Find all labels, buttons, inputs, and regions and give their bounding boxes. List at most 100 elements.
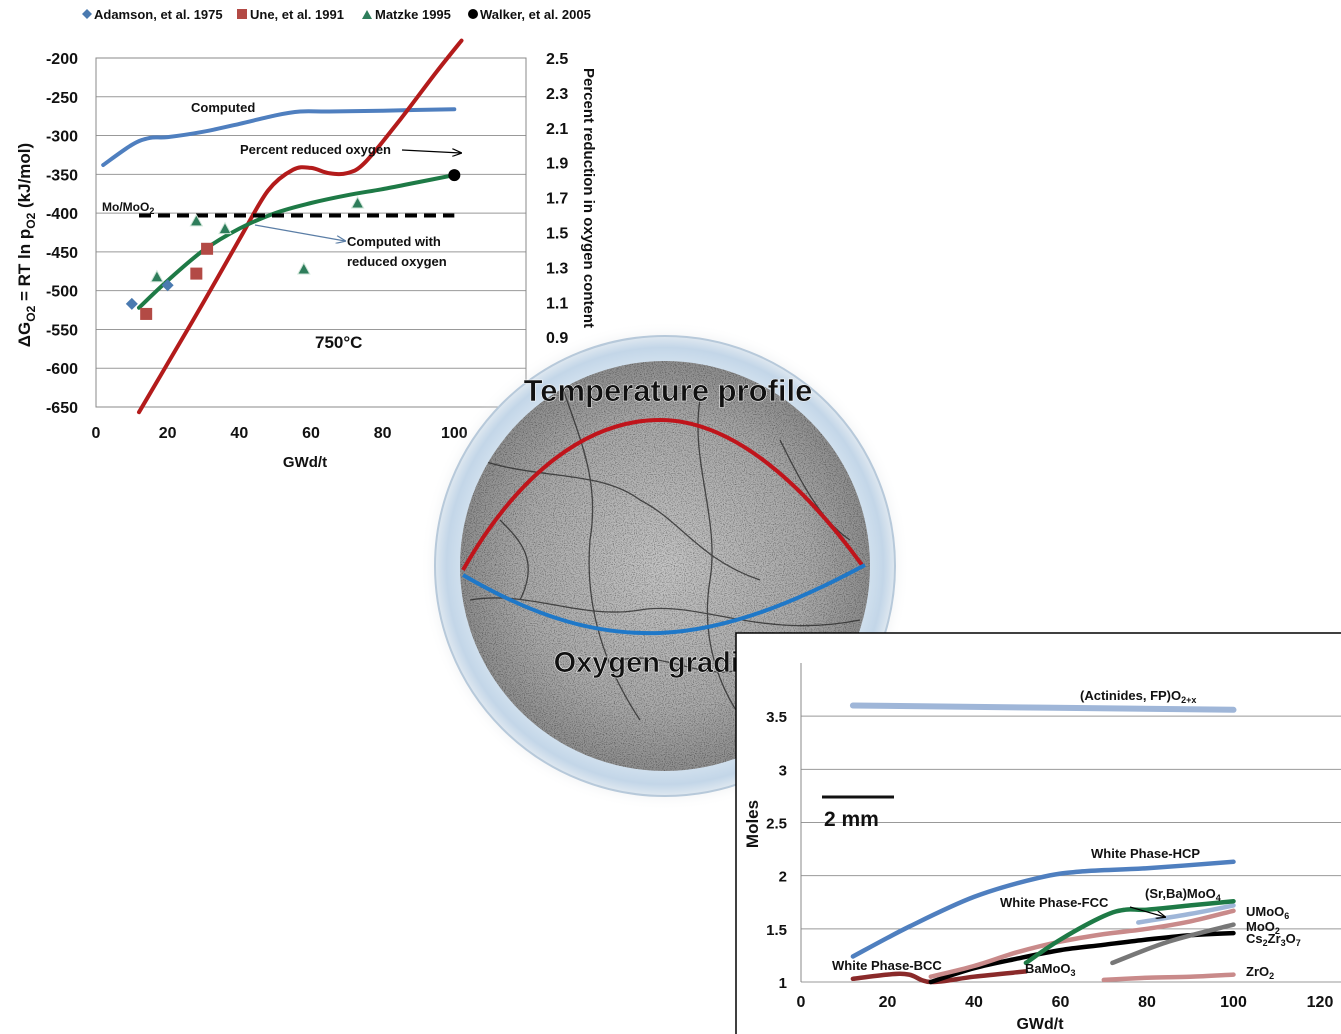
arrow-computed-with <box>254 224 345 241</box>
chart1-y-tick-label: -450 <box>46 245 78 262</box>
arrow-fcc <box>1129 906 1165 917</box>
scale-bar: 2 mm <box>822 795 894 831</box>
chart2-x-ticks: 0 20 40 60 80 100 120 <box>797 994 1334 1011</box>
chart2-series-line <box>1136 903 1236 925</box>
chart1-y2-tick-label: 1.7 <box>546 191 568 208</box>
chart2-y-tick-label: 1 <box>779 975 787 992</box>
chart2-x-tick-label: 20 <box>879 994 897 1011</box>
chart2-y-tick-label: 2 <box>779 869 787 886</box>
label-white-phase-bcc: White Phase-BCC <box>832 958 942 973</box>
chart2-x-tick-label: 80 <box>1138 994 1156 1011</box>
chart1-y-tick-label: -550 <box>46 322 78 339</box>
annotation-temperature: 750°C <box>315 333 362 352</box>
legend-une: Une, et al. 1991 <box>250 7 344 22</box>
chart1-y-tick-label: -300 <box>46 129 78 146</box>
legend-marker-diamond <box>82 9 92 19</box>
annotation-mo-moo2: Mo/MoO2 <box>102 200 154 216</box>
chart2-x-tick-label: 120 <box>1307 994 1334 1011</box>
temperature-profile-curve <box>461 417 864 571</box>
chart2-y-axis-label: Moles <box>743 800 762 848</box>
chart2-series-line <box>1023 898 1236 966</box>
chart1-legend: Adamson, et al. 1975 Une, et al. 1991 Ma… <box>82 7 591 22</box>
chart2-series-line <box>1101 972 1236 983</box>
chart1-y2-tick-label: 1.1 <box>546 295 568 312</box>
chart1-x-tick-label: 80 <box>374 425 392 442</box>
chart1-point-une <box>190 267 203 280</box>
chart1-y2-tick-label: 1.3 <box>546 260 568 277</box>
label-cs2zr3o7: Cs2Zr3O7 <box>1246 931 1301 948</box>
legend-walker: Walker, et al. 2005 <box>480 7 591 22</box>
chart1-y2-tick-label: 0.9 <box>546 330 568 347</box>
chart1-point-matzke <box>150 269 164 283</box>
micrograph-cracks <box>469 379 861 741</box>
label-zro2: ZrO2 <box>1246 964 1274 981</box>
label-moo2: MoO2 <box>1246 919 1280 936</box>
legend-marker-square <box>237 9 247 19</box>
legend-matzke: Matzke 1995 <box>375 7 451 22</box>
chart1-y-axis-label: ΔGO2 = RT ln pO2 (kJ/mol) <box>15 143 38 347</box>
chart1-x-tick-label: 60 <box>302 425 320 442</box>
chart2-x-tick-label: 100 <box>1220 994 1247 1011</box>
label-bamoo3: BaMoO3 <box>1025 961 1076 978</box>
chart2-series-line <box>850 859 1236 959</box>
arrow-percent-reduced <box>401 150 461 153</box>
label-white-phase-fcc: White Phase-FCC <box>1000 895 1109 910</box>
scale-bar-label: 2 mm <box>824 808 879 831</box>
chart1-y2-tick-label: 2.3 <box>546 86 568 103</box>
chart1-x-tick-label: 40 <box>230 425 248 442</box>
chart2-series-line <box>850 969 1029 985</box>
legend-adamson: Adamson, et al. 1975 <box>94 7 223 22</box>
chart1-series-line <box>137 173 457 310</box>
chart1-series-line <box>101 107 457 167</box>
chart1-annotations: Computed Percent reduced oxygen Mo/MoO2 … <box>102 100 461 352</box>
chart1-y-tick-label: -650 <box>46 400 78 417</box>
chart1-series-line <box>137 38 464 415</box>
chart1-y-tick-label: -200 <box>46 51 78 68</box>
chart2-gridlines <box>801 715 1341 983</box>
label-umoo6: UMoO6 <box>1246 904 1289 921</box>
chart1-y2-tick-label: 1.5 <box>546 226 568 243</box>
chart2-y-tick-label: 3.5 <box>766 709 787 726</box>
chart2-background <box>735 632 1341 1034</box>
chart1-point-adamson <box>161 279 174 292</box>
chart1-point-matzke <box>218 221 232 235</box>
legend-marker-circle <box>468 9 478 19</box>
chart1-y-tick-label: -600 <box>46 361 78 378</box>
chart1-y2-tick-label: 1.9 <box>546 156 568 173</box>
chart2-y-ticks: 1 1.5 2 2.5 3 3.5 <box>766 709 787 992</box>
annotation-computed: Computed <box>191 100 255 115</box>
chart2-x-tick-label: 0 <box>797 994 806 1011</box>
chart1-x-axis-label: GWd/t <box>283 454 327 471</box>
chart1-point-une <box>140 307 153 320</box>
label-white-phase-hcp: White Phase-HCP <box>1091 846 1200 861</box>
chart1-point-une <box>201 242 214 255</box>
chart1-point-matzke <box>350 195 365 209</box>
chart1-markers <box>125 169 461 320</box>
annotation-percent-reduced: Percent reduced oxygen <box>240 142 391 157</box>
micrograph-overlay: Temperature profile Oxygen gradient <box>420 321 910 811</box>
label-actinides: (Actinides, FP)O2+x <box>1080 688 1196 705</box>
chart1-y2-tick-label: 2.1 <box>546 121 568 138</box>
chart2-series-line <box>849 702 1237 713</box>
chart2-series <box>849 702 1237 985</box>
legend-marker-triangle <box>362 10 372 19</box>
chart1-point-matzke <box>296 261 311 275</box>
oxygen-gradient-curve <box>461 563 866 636</box>
chart2-y-tick-label: 2.5 <box>766 816 787 833</box>
chart1-series <box>101 38 464 415</box>
chart1-point-matzke <box>189 213 204 227</box>
chart-delta-g: Adamson, et al. 1975 Une, et al. 1991 Ma… <box>15 7 597 471</box>
chart1-y2-axis-label: Percent reduction in oxygen content <box>580 68 597 328</box>
chart1-x-tick-label: 20 <box>159 425 177 442</box>
chart1-x-tick-label: 0 <box>92 425 101 442</box>
annotation-computed-with-1: Computed with <box>347 234 441 249</box>
chart2-series-line <box>928 908 1236 979</box>
chart-moles: 1 1.5 2 2.5 3 3.5 0 20 40 60 80 100 120 GWd/t Moles… <box>735 632 1341 1034</box>
chart2-x-tick-label: 60 <box>1052 994 1070 1011</box>
chart1-y-tick-label: -350 <box>46 167 78 184</box>
label-srba-moo4: (Sr,Ba)MoO4 <box>1145 886 1221 903</box>
chart2-series-line <box>1110 922 1236 966</box>
chart1-y-tick-label: -500 <box>46 284 78 301</box>
